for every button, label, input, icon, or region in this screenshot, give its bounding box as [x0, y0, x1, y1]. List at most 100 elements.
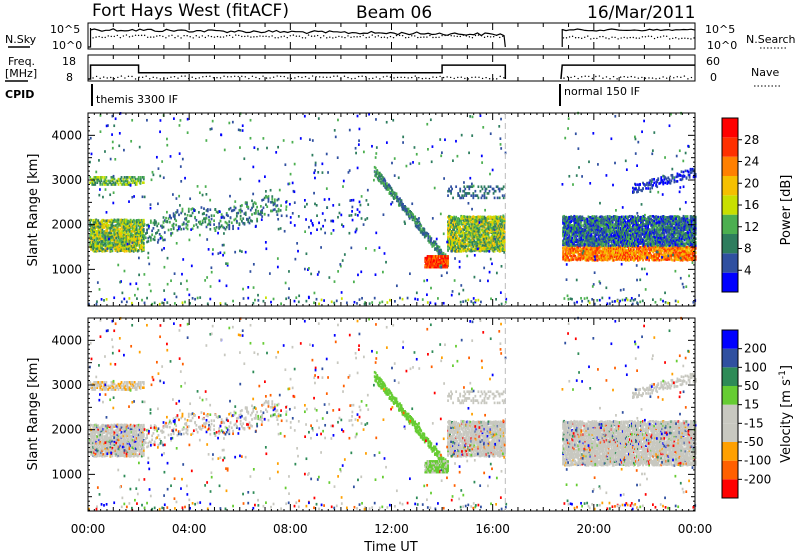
- power-cell: [91, 246, 94, 249]
- nsearch-point: [644, 36, 647, 38]
- power-cell: [254, 208, 257, 212]
- power-cell: [104, 246, 107, 250]
- power-cell: [308, 225, 310, 229]
- power-cell: [135, 232, 138, 235]
- nave-point: [683, 75, 686, 77]
- power-cell: [503, 230, 506, 234]
- power-cell: [443, 262, 446, 265]
- power-cell: [103, 239, 106, 242]
- power-cell: [170, 216, 172, 220]
- power-cell: [120, 242, 123, 246]
- nave-point: [258, 78, 261, 80]
- power-cell: [447, 229, 449, 233]
- power-cell: [462, 196, 465, 200]
- power-cell: [127, 226, 130, 229]
- power-cell: [93, 228, 96, 232]
- power-cell: [177, 225, 180, 228]
- power-cell: [394, 192, 397, 196]
- power-cell: [91, 243, 94, 247]
- power-cell: [130, 237, 133, 240]
- nave-point: [308, 77, 310, 80]
- power-cell: [123, 223, 126, 226]
- power-cell: [94, 218, 97, 222]
- power-cell: [95, 243, 98, 247]
- nave-point: [595, 75, 597, 78]
- power-cell: [275, 204, 277, 208]
- power-cell: [120, 176, 123, 179]
- nsearch-point: [368, 36, 370, 38]
- nsearch-point: [207, 35, 210, 37]
- power-cell: [238, 222, 241, 225]
- nave-point: [393, 77, 395, 79]
- power-cell: [96, 242, 99, 246]
- power-cell: [374, 170, 377, 174]
- power-cell: [360, 217, 363, 220]
- nave-point: [453, 77, 455, 80]
- power-cell: [352, 198, 355, 202]
- power-cell: [162, 221, 165, 224]
- power-cell: [175, 223, 178, 227]
- power-cell: [120, 246, 123, 249]
- power-cell: [100, 240, 103, 244]
- power-cell: [113, 227, 116, 231]
- power-cell: [125, 238, 128, 241]
- power-cell: [115, 245, 118, 249]
- power-cell: [98, 230, 101, 234]
- power-cell: [130, 233, 133, 237]
- nsearch-point: [395, 34, 398, 37]
- power-cell: [117, 177, 120, 181]
- power-cell: [437, 264, 440, 267]
- power-cell: [106, 221, 109, 225]
- power-cell: [468, 192, 471, 195]
- power-cell: [105, 238, 108, 242]
- power-cell: [385, 186, 388, 189]
- power-cell: [328, 197, 331, 201]
- power-cell: [206, 208, 209, 211]
- power-cell: [125, 227, 128, 231]
- power-cell: [310, 231, 312, 235]
- power-cell: [93, 179, 96, 183]
- power-cell: [101, 224, 104, 227]
- power-cell: [139, 177, 142, 181]
- power-cell: [131, 233, 134, 237]
- nsearch-point: [153, 36, 155, 38]
- power-cell: [140, 249, 143, 253]
- power-cell: [649, 215, 652, 218]
- power-cell: [477, 196, 480, 200]
- power-cell: [434, 240, 437, 244]
- nsearch-point: [423, 36, 425, 38]
- power-cell: [176, 229, 179, 232]
- power-cell: [180, 211, 183, 215]
- nsearch-point: [386, 37, 389, 39]
- power-cell: [128, 234, 131, 238]
- power-cell: [254, 211, 257, 214]
- power-cell: [424, 264, 427, 267]
- power-cell: [247, 220, 250, 224]
- power-cell: [100, 246, 103, 249]
- nave-point: [244, 76, 247, 78]
- power-cell: [427, 239, 430, 242]
- nsearch-point: [565, 37, 568, 39]
- power-cell: [140, 223, 143, 226]
- power-cell: [89, 220, 92, 224]
- power-cell: [109, 224, 112, 227]
- power-cell: [121, 231, 124, 234]
- power-cell: [380, 177, 383, 181]
- nsearch-point: [690, 38, 692, 40]
- nave-point: [488, 78, 491, 80]
- power-cell: [141, 228, 144, 232]
- nave-point: [471, 76, 473, 79]
- power-cell: [438, 258, 441, 262]
- power-cell: [656, 185, 659, 189]
- power-cell: [140, 235, 143, 239]
- nave-point: [248, 77, 250, 80]
- power-cell: [472, 196, 475, 200]
- nsearch-point: [247, 35, 249, 37]
- power-cell: [113, 183, 116, 186]
- power-cell: [105, 244, 108, 247]
- power-cell: [228, 225, 231, 229]
- power-cell: [191, 227, 194, 231]
- power-cell: [448, 214, 450, 218]
- power-cell: [447, 260, 449, 264]
- power-cell: [430, 237, 433, 240]
